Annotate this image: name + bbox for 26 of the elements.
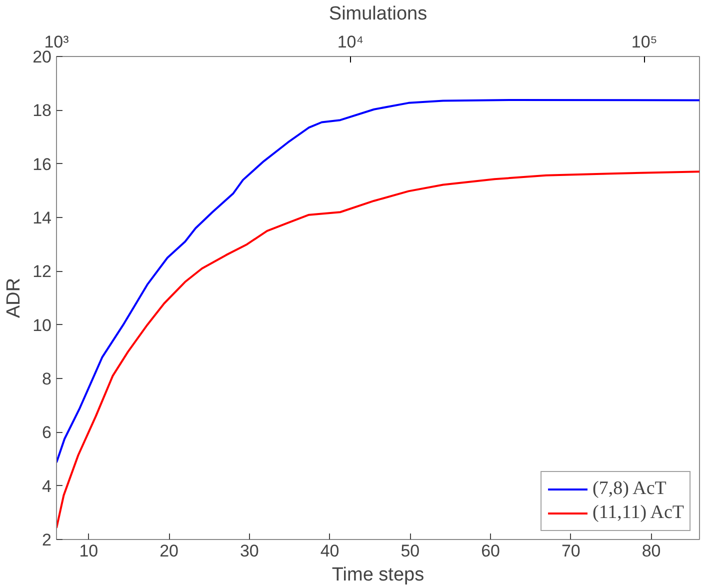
y-tick-label: 10 [32,316,52,335]
x-tick-label: 40 [320,542,340,560]
x2-tick-label: 10⁴ [337,32,364,52]
x-tick-label: 20 [160,542,178,560]
x-axis-title: Time steps [332,564,424,586]
x-tick-label: 30 [240,542,259,560]
y-tick-label: 12 [32,262,52,282]
x2-tick-label: 10⁵ [631,32,658,52]
y-tick-label: 16 [32,154,52,174]
y-tick-label: 8 [42,370,52,388]
x-tick-label: 10 [79,542,98,560]
line-series [56,98,700,464]
y-tick-label: 18 [32,101,52,120]
x-tick-label: 80 [642,542,661,560]
y-tick-label: 6 [42,423,52,442]
y-tick-label: 14 [32,208,52,228]
y-tick-label: 4 [42,476,52,496]
x-tick-label: 50 [400,542,420,560]
legend-label: (11,11) AcT [592,502,684,524]
y-tick-label: 2 [42,530,52,550]
x-tick-label: 70 [561,542,580,560]
x-tick-label: 60 [481,542,500,560]
y-axis-title: ADR [4,278,25,318]
line-series [56,170,700,529]
legend-label: (7,8) AcT [592,478,666,500]
x2-axis-title: Simulations [328,4,428,24]
